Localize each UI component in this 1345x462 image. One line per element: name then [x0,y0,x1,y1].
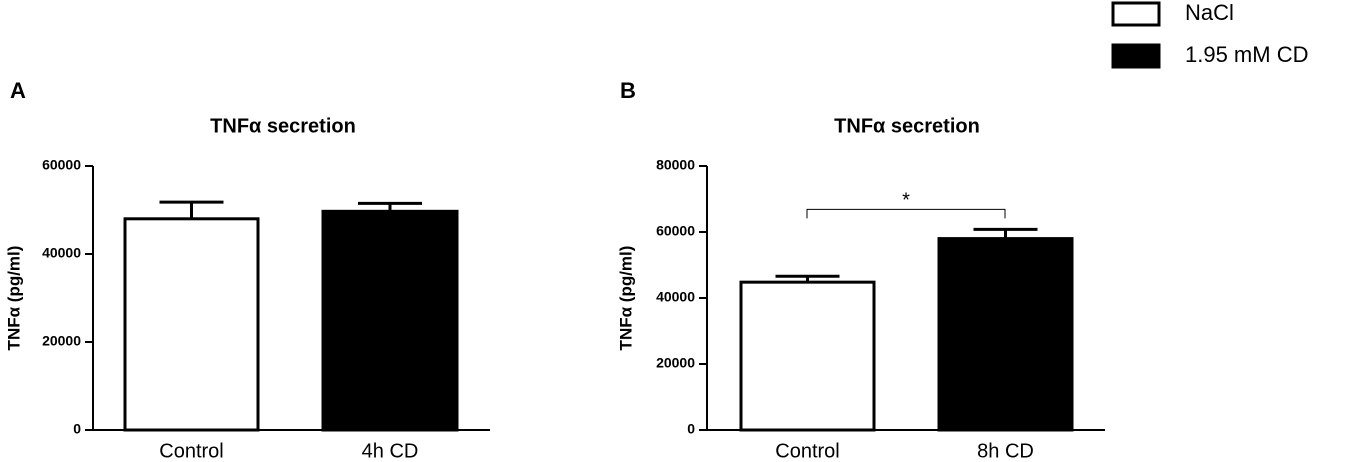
significance-bracket [806,208,1006,219]
x-tick-label: Control [159,440,223,462]
bar [937,237,1074,432]
y-tick-label: 60000 [42,157,81,173]
x-tick-label: 8h CD [977,440,1034,462]
x-tick-label: Control [775,440,839,462]
bar [321,209,459,432]
y-tick-label: 0 [687,421,695,437]
chart-title: TNFα secretion [834,115,980,137]
legend-swatch [1111,43,1161,69]
bar [123,217,260,432]
y-tick-label: 40000 [42,245,81,261]
y-axis-label: TNFα (pg/ml) [4,246,23,351]
panel-label: B [620,78,636,103]
y-tick-label: 20000 [656,355,695,371]
y-axis-label: TNFα (pg/ml) [616,246,635,351]
y-tick-label: 0 [73,421,81,437]
y-tick-label: 80000 [656,157,695,173]
chart-title: TNFα secretion [210,115,356,137]
legend-label: NaCl [1185,0,1234,25]
significance-label: * [902,190,910,212]
y-tick-label: 60000 [656,223,695,239]
legend-swatch [1111,1,1161,27]
bar [739,280,876,432]
y-tick-label: 40000 [656,289,695,305]
panel-label: A [10,78,26,103]
x-tick-label: 4h CD [362,440,419,462]
legend-label: 1.95 mM CD [1185,42,1308,67]
y-tick-label: 20000 [42,333,81,349]
